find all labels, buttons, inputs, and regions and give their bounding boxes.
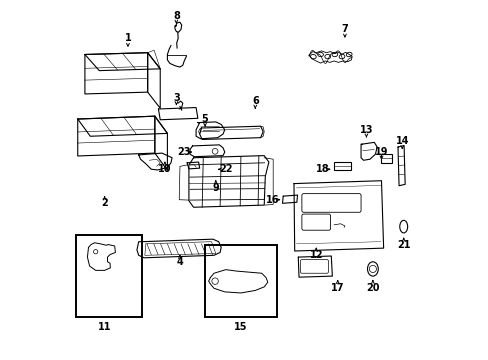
- Text: 6: 6: [251, 96, 258, 106]
- Text: 19: 19: [374, 147, 387, 157]
- Text: 23: 23: [177, 147, 191, 157]
- FancyBboxPatch shape: [301, 194, 360, 212]
- FancyBboxPatch shape: [301, 214, 330, 230]
- Text: 9: 9: [212, 183, 219, 193]
- Text: 2: 2: [101, 198, 108, 208]
- Text: 16: 16: [265, 195, 279, 205]
- Text: 14: 14: [395, 136, 408, 146]
- Text: 8: 8: [173, 11, 180, 21]
- Text: 7: 7: [341, 24, 347, 35]
- Text: 21: 21: [396, 240, 409, 250]
- Text: 10: 10: [158, 164, 171, 174]
- Bar: [204, 245, 276, 317]
- Text: 4: 4: [176, 257, 183, 267]
- Bar: [333, 162, 351, 170]
- Bar: [380, 154, 391, 163]
- Text: 18: 18: [315, 164, 329, 174]
- Text: 5: 5: [201, 114, 208, 124]
- Text: 3: 3: [173, 93, 180, 103]
- Text: 22: 22: [219, 164, 232, 174]
- Text: 11: 11: [98, 322, 111, 332]
- Text: 17: 17: [330, 283, 344, 293]
- Bar: [76, 234, 142, 317]
- FancyBboxPatch shape: [300, 260, 328, 273]
- Text: 20: 20: [366, 283, 379, 293]
- Text: 1: 1: [124, 33, 131, 43]
- Text: 15: 15: [234, 322, 247, 332]
- Text: 13: 13: [359, 125, 372, 135]
- Text: 12: 12: [309, 250, 322, 260]
